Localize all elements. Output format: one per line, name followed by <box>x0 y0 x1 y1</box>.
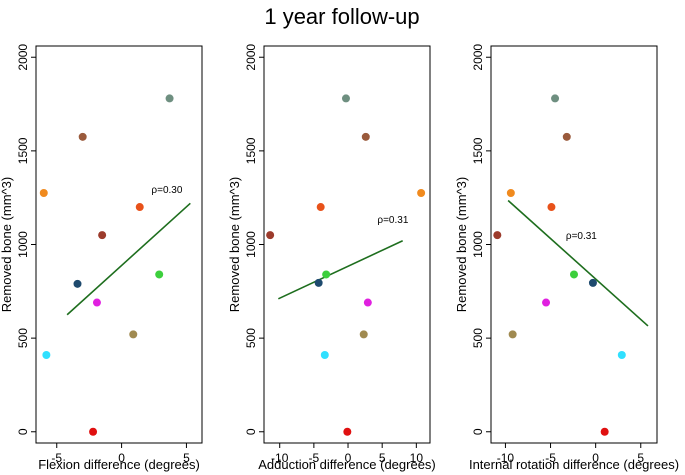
x-tick-label: 0 <box>592 451 599 465</box>
data-point <box>129 330 138 339</box>
x-axis-label: Flexion difference (degrees) <box>38 457 200 472</box>
plot-frame <box>263 45 431 444</box>
plot-frame <box>35 45 203 444</box>
regression-line <box>278 240 404 300</box>
correlation-annotation: ρ=0.30 <box>151 185 182 196</box>
x-axis-label: Internal rotation difference (degrees) <box>469 457 679 472</box>
y-tick-label: 2000 <box>471 44 485 71</box>
x-tick-label: -5 <box>545 451 556 465</box>
regression-line <box>507 199 649 327</box>
y-tick-label: 0 <box>244 428 258 435</box>
data-point <box>562 132 571 141</box>
x-tick-label: -10 <box>271 451 289 465</box>
regression-line <box>66 202 191 316</box>
data-point <box>314 278 323 287</box>
data-point <box>343 427 352 436</box>
data-point <box>135 203 144 212</box>
data-point <box>98 231 107 240</box>
data-point <box>316 203 325 212</box>
data-point <box>39 189 48 198</box>
y-tick-label: 500 <box>244 328 258 348</box>
data-point <box>547 203 556 212</box>
y-tick-label: 1000 <box>471 231 485 258</box>
data-point <box>361 132 370 141</box>
x-tick-label: 10 <box>410 451 424 465</box>
y-tick-label: 2000 <box>244 44 258 71</box>
data-point <box>341 94 350 103</box>
y-tick-label: 1500 <box>244 137 258 164</box>
correlation-annotation: ρ=0.31 <box>377 215 408 226</box>
y-tick-label: 500 <box>471 328 485 348</box>
x-tick-label: 0 <box>345 451 352 465</box>
data-point <box>359 330 368 339</box>
plot-frame <box>490 45 658 444</box>
y-tick-label: 1000 <box>244 231 258 258</box>
y-tick-label: 1500 <box>471 137 485 164</box>
y-tick-label: 0 <box>471 428 485 435</box>
data-point <box>600 427 609 436</box>
data-point <box>506 189 515 198</box>
y-tick-label: 500 <box>16 328 30 348</box>
correlation-annotation: ρ=0.31 <box>566 231 597 242</box>
x-tick-label: -5 <box>51 451 62 465</box>
data-point <box>266 231 275 240</box>
data-point <box>165 94 174 103</box>
y-axis-label: Removed bone (mm^3) <box>454 177 469 312</box>
x-tick-label: 5 <box>379 451 386 465</box>
data-point <box>73 279 82 288</box>
y-tick-label: 1000 <box>16 231 30 258</box>
data-point <box>92 298 101 307</box>
x-tick-label: 0 <box>118 451 125 465</box>
data-point <box>588 278 597 287</box>
data-point <box>89 427 98 436</box>
data-point <box>322 270 331 279</box>
data-point <box>320 350 329 359</box>
data-point <box>570 270 578 279</box>
data-point <box>78 132 87 141</box>
data-point <box>363 298 372 307</box>
x-tick-label: -10 <box>497 451 515 465</box>
data-point <box>42 350 51 359</box>
x-tick-label: 5 <box>637 451 644 465</box>
y-tick-label: 2000 <box>16 44 30 71</box>
data-point <box>551 94 560 103</box>
y-tick-label: 1500 <box>16 137 30 164</box>
x-tick-label: -5 <box>309 451 320 465</box>
x-tick-label: 5 <box>183 451 190 465</box>
data-point <box>542 298 551 307</box>
x-axis-label: Adduction difference (degrees) <box>258 457 436 472</box>
data-point <box>617 350 626 359</box>
y-tick-label: 0 <box>16 428 30 435</box>
data-point <box>508 330 517 339</box>
data-point <box>493 231 502 240</box>
y-axis-label: Removed bone (mm^3) <box>227 177 242 312</box>
y-axis-label: Removed bone (mm^3) <box>0 177 14 312</box>
figure-title: 1 year follow-up <box>264 4 419 29</box>
data-point <box>155 270 164 279</box>
data-point <box>417 189 426 198</box>
